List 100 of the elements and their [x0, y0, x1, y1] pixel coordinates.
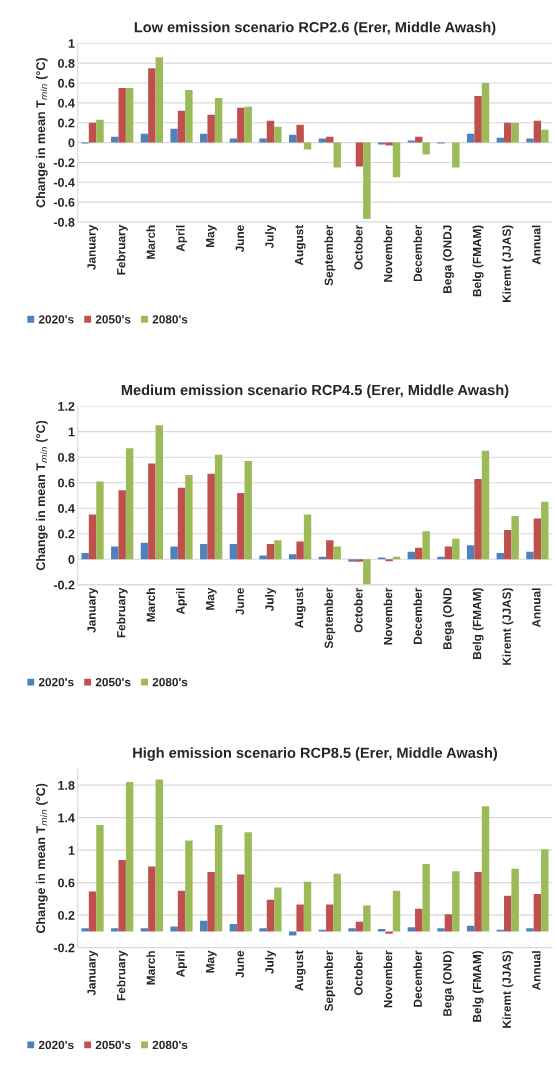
x-tick-label: January [87, 950, 99, 996]
x-tick-label: Kiremt (JJAS) [502, 588, 514, 665]
x-tick-label: September [324, 224, 336, 286]
x-tick-label: February [116, 587, 128, 638]
legend-label: 2080's [152, 315, 188, 324]
bar [355, 142, 364, 167]
x-tick-label: Annual [531, 225, 541, 265]
x-tick-label: July [264, 224, 276, 249]
y-tick-label: 1.4 [58, 813, 75, 823]
bar [541, 129, 549, 143]
bar [452, 142, 460, 168]
y-tick-label: 0.8 [58, 452, 75, 462]
bar [237, 874, 245, 932]
bar [155, 779, 163, 932]
x-tick-label: May [206, 587, 217, 610]
legend-label: 2080's [152, 1040, 188, 1050]
bar [385, 931, 393, 934]
bar [118, 490, 126, 560]
bar [363, 559, 371, 585]
bar [148, 68, 156, 143]
bar [511, 868, 519, 932]
bar [526, 138, 534, 143]
legend-label: 2080's [152, 677, 188, 687]
bar [185, 89, 193, 143]
x-tick-label: April [176, 225, 187, 252]
bar [177, 890, 186, 932]
y-tick-label: -0.2 [53, 943, 75, 953]
x-tick-label: May [206, 950, 217, 973]
y-tick-label: 1 [68, 846, 75, 855]
y-tick-label: 1.2 [58, 401, 75, 411]
x-tick-label: December [413, 224, 422, 282]
y-tick-label: 0.2 [58, 118, 75, 128]
bar [466, 545, 475, 560]
bar [333, 142, 341, 168]
x-tick-label: Belg (FMAM) [472, 588, 484, 659]
bar [148, 866, 156, 932]
x-tick-label: October [353, 224, 363, 270]
bar [474, 872, 482, 932]
y-axis-title: Change in mean T$_{min}$ (°C) [35, 420, 48, 571]
y-tick-label: 0.8 [58, 58, 75, 68]
bar [96, 481, 104, 560]
y-tick-label: 0.6 [58, 78, 75, 88]
bar [504, 122, 512, 143]
bar [125, 87, 134, 143]
bar [148, 463, 156, 560]
bar [303, 142, 312, 150]
y-tick-label: 0.4 [58, 98, 75, 108]
bar [185, 475, 193, 560]
bar [125, 781, 134, 932]
y-axis-title: Change in mean T$_{min}$ (°C) [35, 783, 48, 934]
x-tick-label: October [353, 587, 363, 633]
bar [333, 873, 341, 932]
bar [88, 122, 97, 143]
bar [466, 133, 475, 143]
x-tick-label: January [87, 224, 99, 270]
bar [266, 120, 275, 143]
bar [444, 914, 453, 932]
bar [422, 142, 430, 155]
x-tick-label: Belg (FMAM) [472, 950, 484, 1022]
x-tick-label: July [264, 950, 276, 974]
bar [259, 555, 267, 560]
x-tick-label: March [146, 225, 156, 259]
bar [481, 806, 490, 932]
bar [437, 928, 445, 932]
bar [266, 899, 275, 932]
bar [318, 138, 327, 143]
y-tick-label: -0.6 [53, 197, 75, 207]
x-tick-label: Kiremt (JJAS) [502, 950, 514, 1028]
bar [155, 425, 163, 560]
bar [363, 905, 371, 932]
x-tick-label: Bega (OND) [442, 950, 454, 1016]
chart-title: Medium emission scenario RCP4.5 (Erer, Middle Awash) [121, 384, 509, 399]
x-tick-label: August [295, 587, 306, 628]
x-tick-label: July [264, 587, 276, 612]
bar [259, 928, 267, 932]
x-tick-label: September [324, 950, 336, 1012]
bar [511, 515, 519, 560]
y-tick-label: -0.8 [53, 217, 75, 227]
y-tick-label: 1 [68, 427, 75, 437]
bar [392, 142, 401, 178]
bar [474, 478, 482, 560]
bar [88, 891, 97, 932]
bar [244, 461, 252, 560]
bar [88, 514, 97, 560]
bar [326, 136, 334, 143]
bar [214, 454, 223, 560]
y-tick-label: 0.6 [58, 478, 75, 488]
bar [289, 554, 297, 560]
bar [415, 908, 423, 932]
bar [533, 518, 542, 560]
y-tick-label: -0.4 [53, 178, 75, 187]
bar [496, 137, 505, 143]
bar [415, 136, 423, 143]
bar [140, 133, 149, 143]
y-tick-label: 1.8 [58, 780, 75, 790]
bar [118, 87, 126, 143]
bar [289, 931, 297, 936]
x-tick-label: Bega (ONDJ [442, 225, 454, 293]
x-tick-label: April [176, 951, 187, 977]
x-tick-label: November [383, 224, 393, 282]
